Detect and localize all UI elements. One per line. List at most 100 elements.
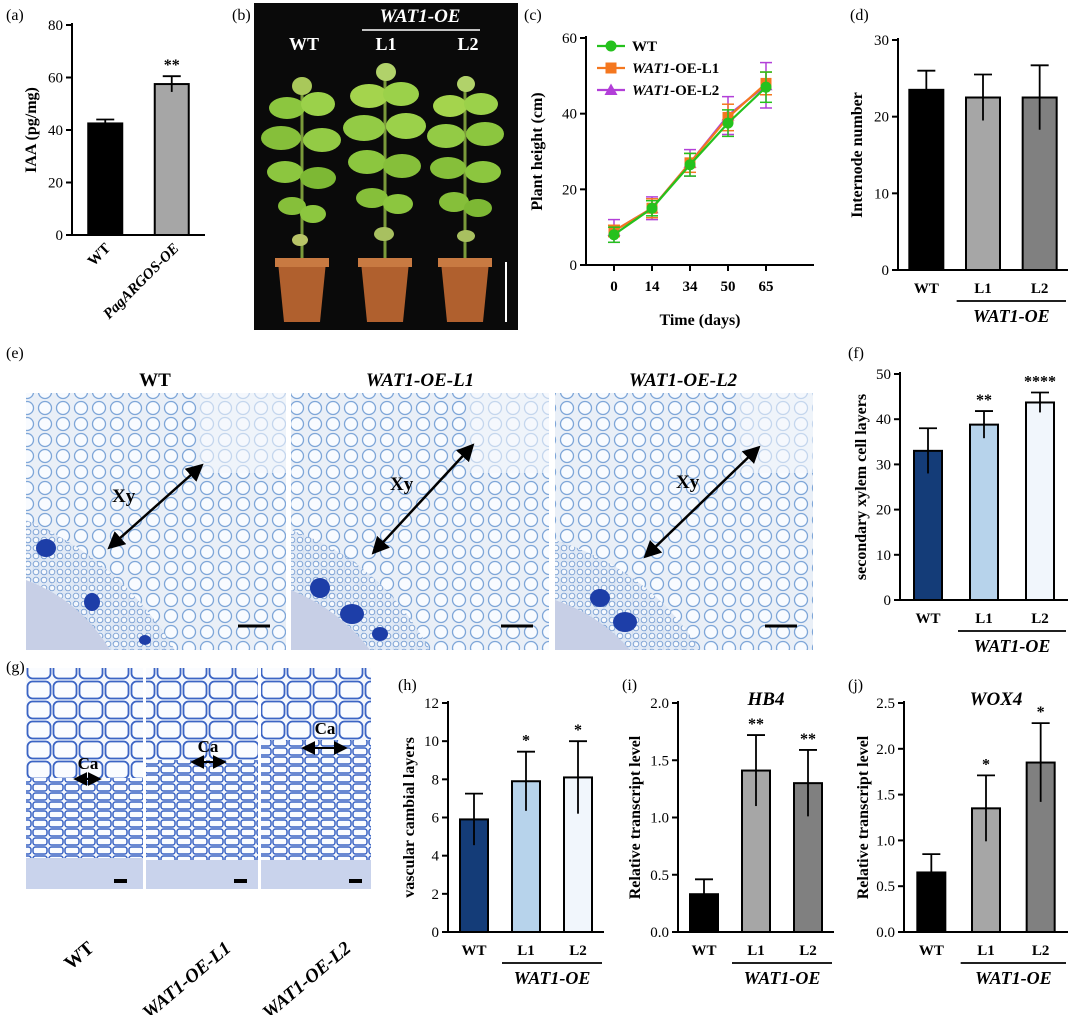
panel-tag-c: (c): [524, 7, 542, 24]
panel-tag-b: (b): [232, 7, 251, 24]
bar-a-1: [153, 83, 190, 236]
point-c-0-2: [684, 159, 696, 171]
micro-e-image-l2: [555, 393, 813, 650]
x-tick-label-d-0: WT: [914, 281, 939, 297]
y-tick-label-a: 40: [48, 123, 63, 139]
point-c-0-4: [760, 81, 772, 93]
x-tick-label-a-0: WT: [85, 241, 114, 270]
x-tick-label-d-1: L1: [974, 281, 992, 297]
legend-c: WT WAT1-OE-L1 WAT1-OE-L2: [597, 39, 719, 99]
group-label-f: WAT1-OE: [974, 636, 1051, 656]
micro-g-label-l2: WAT1-OE-L2: [259, 937, 356, 1015]
panel-tag-j: (j): [848, 677, 863, 694]
micro-g-image-l2: [261, 668, 371, 889]
y-tick-label-j: 2.5: [876, 696, 895, 712]
micro-e-xy-label-wt: Xy: [112, 486, 136, 507]
micro-e-title-l1: WAT1-OE-L1: [366, 370, 474, 391]
group-label-d: WAT1-OE: [973, 306, 1050, 326]
x-tick-label-c-0: 0: [610, 279, 618, 295]
bar-a-0: [87, 122, 124, 236]
bar-d-0: [908, 88, 945, 272]
significance-h-1: *: [522, 733, 530, 750]
y-tick-label-a: 60: [48, 71, 63, 87]
point-c-0-1: [646, 202, 658, 214]
y-tick-label-j: 0.0: [876, 925, 895, 941]
y-axis-label-a: IAA (pg/mg): [23, 87, 40, 173]
significance-h-2: *: [574, 722, 582, 739]
y-tick-label-j: 0.5: [876, 879, 895, 895]
x-tick-label-c-1: 14: [645, 279, 661, 295]
y-tick-label-f: 20: [876, 503, 891, 519]
legend-label-1: WAT1-OE-L1: [632, 61, 719, 77]
point-c-0-3: [722, 117, 734, 129]
chart-j: 0.0 0.5 1.0 1.5 2.0 2.5 Relative transcript le…: [855, 689, 1068, 988]
micro-g-label-wt: WT: [60, 938, 98, 975]
y-tick-label-h: 2: [432, 887, 440, 903]
y-tick-label-i: 0.0: [650, 925, 669, 941]
y-tick-label-j: 2.0: [876, 742, 895, 758]
micro-e-image-l1: [291, 393, 549, 650]
y-tick-label-f: 10: [876, 548, 891, 564]
y-tick-label-h: 0: [432, 925, 440, 941]
legend-label-0: WT: [632, 39, 657, 55]
y-tick-label-i: 1.5: [650, 753, 669, 769]
y-tick-label-h: 6: [432, 811, 440, 827]
chart-c: 0 20 40 60 0 14 34 50 65 Time (days) Plant height …: [529, 31, 814, 329]
chart-title-j: WOX4: [970, 689, 1023, 710]
y-tick-label-c: 0: [570, 258, 578, 274]
legend-marker-2: [604, 83, 618, 95]
photo-label-wt: WT: [289, 34, 319, 54]
significance-f-2: ****: [1024, 374, 1056, 391]
x-tick-label-j-0: WT: [919, 943, 944, 959]
y-tick-label-d: 30: [874, 33, 889, 49]
point-c-0-0: [608, 229, 620, 241]
x-tick-label-i-0: WT: [691, 943, 716, 959]
legend-marker-0: [605, 40, 617, 52]
y-axis-label-h: vascular cambial layers: [401, 737, 418, 898]
chart-i: 0.0 0.5 1.0 1.5 2.0 Relative transcript level…: [627, 689, 834, 988]
x-tick-label-c-2: 34: [683, 279, 699, 295]
y-tick-label-d: 0: [882, 263, 890, 279]
y-tick-label-f: 30: [876, 457, 891, 473]
x-tick-label-i-2: L2: [799, 943, 817, 959]
chart-h: 0 2 4 6 8 10 12 vascular cambial layers WT * L1 * L2…: [401, 696, 604, 988]
significance-f-1: **: [976, 392, 992, 409]
y-tick-label-i: 1.0: [650, 811, 669, 827]
y-tick-label-a: 20: [48, 176, 63, 192]
y-tick-label-d: 10: [874, 186, 889, 202]
group-label-h: WAT1-OE: [514, 968, 591, 988]
panel-tag-f: (f): [848, 345, 864, 362]
y-tick-label-j: 1.5: [876, 788, 895, 804]
y-axis-label-i: Relative transcript level: [627, 735, 644, 899]
y-tick-label-d: 20: [874, 110, 889, 126]
plant-l1: [343, 63, 426, 322]
y-tick-label-i: 0.5: [650, 868, 669, 884]
panel-tag-e: (e): [6, 345, 24, 362]
x-axis-label-c: Time (days): [659, 312, 740, 329]
y-axis-label-c: Plant height (cm): [529, 92, 546, 210]
y-tick-label-a: 80: [48, 18, 63, 34]
photo-label-l1: L1: [375, 34, 396, 54]
micro-g-image-l1: [146, 668, 258, 889]
micro-e-xy-label-l1: Xy: [390, 474, 414, 495]
bar-f-1: [969, 423, 999, 601]
x-tick-label-f-0: WT: [915, 611, 940, 627]
significance-i-2: **: [800, 731, 816, 748]
y-tick-label-f: 40: [876, 412, 891, 428]
bar-d-1: [965, 96, 1001, 271]
bar-i-1: [741, 769, 771, 933]
y-axis-label-j: Relative transcript level: [855, 735, 872, 899]
micro-g-label-l1: WAT1-OE-L1: [139, 938, 236, 1015]
chart-f: 0 10 20 30 40 50 secondary xylem cell layers WT…: [853, 367, 1068, 656]
legend-marker-1: [605, 62, 617, 74]
x-tick-label-j-1: L1: [977, 943, 995, 959]
x-tick-label-j-2: L2: [1032, 943, 1050, 959]
plant-l2: [427, 76, 504, 322]
y-tick-label-h: 8: [432, 772, 440, 788]
micrograph-e: WT WAT1-OE-L1 WAT1-OE-L2: [26, 370, 813, 650]
significance-j-1: *: [982, 756, 990, 773]
significance-a-1: **: [164, 57, 180, 74]
plant-wt: [261, 77, 341, 322]
